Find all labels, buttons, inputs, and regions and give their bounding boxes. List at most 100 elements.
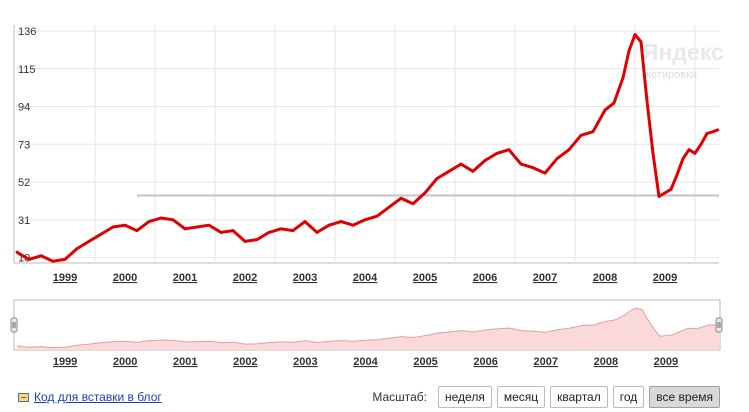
navigator-left-handle[interactable] — [10, 317, 18, 333]
data-point — [75, 247, 79, 251]
data-point — [279, 227, 283, 231]
data-point — [693, 151, 697, 155]
scale-label: Масштаб: — [372, 390, 427, 404]
scale-quarter-button[interactable]: квартал — [550, 386, 608, 408]
data-point — [387, 205, 391, 209]
data-point — [627, 49, 631, 53]
data-point — [669, 187, 673, 191]
navigator-x-tick-label: 1999 — [53, 356, 77, 368]
navigator-x-tick-label: 2003 — [293, 356, 317, 368]
navigator-x-tick-label: 2009 — [654, 356, 678, 368]
data-point — [303, 220, 307, 224]
data-point — [699, 142, 703, 146]
data-point — [645, 99, 649, 103]
data-point — [159, 216, 163, 220]
data-point — [711, 130, 715, 134]
y-tick-label: 115 — [18, 64, 36, 76]
data-point — [255, 238, 259, 242]
data-point — [231, 229, 235, 233]
footer-bar: Код для вставки в блог Масштаб: неделя м… — [0, 385, 749, 409]
navigator-x-tick-label: 2007 — [534, 356, 558, 368]
y-tick-label: 31 — [18, 215, 30, 227]
data-point — [591, 130, 595, 134]
y-tick-label: 136 — [18, 26, 36, 38]
navigator-x-tick-label: 2000 — [113, 356, 137, 368]
data-point — [243, 240, 247, 243]
data-point — [543, 171, 547, 175]
x-tick-label: 2000 — [113, 272, 137, 284]
data-point — [51, 259, 55, 263]
data-point — [27, 258, 31, 261]
x-tick-label: 2001 — [173, 272, 197, 284]
data-point — [716, 128, 720, 132]
navigator-area — [17, 308, 719, 350]
navigator-line — [16, 307, 719, 349]
data-point — [633, 33, 637, 36]
embed-code-label[interactable]: Код для вставки в блог — [34, 390, 162, 404]
embed-code-icon — [18, 392, 29, 402]
embed-code-link[interactable]: Код для вставки в блог — [18, 390, 162, 404]
data-point — [612, 101, 616, 105]
scale-month-button[interactable]: месяц — [496, 386, 546, 408]
x-tick-label: 2008 — [593, 272, 617, 284]
data-point — [495, 151, 499, 155]
data-point — [531, 166, 535, 170]
data-point — [351, 223, 355, 227]
data-point — [375, 214, 379, 218]
data-point — [435, 177, 439, 180]
x-tick-label: 2003 — [293, 272, 317, 284]
data-point — [423, 191, 427, 195]
data-point — [663, 191, 667, 195]
watermark-brand: Яндекс — [642, 39, 724, 65]
data-point — [315, 231, 319, 234]
data-point — [411, 202, 415, 206]
data-point — [519, 162, 523, 166]
series-points — [15, 33, 720, 263]
scale-selector: Масштаб: неделя месяц квартал год все вр… — [372, 386, 720, 408]
data-point — [447, 169, 451, 173]
navigator-x-tick-label: 2002 — [233, 356, 257, 368]
data-point — [291, 229, 295, 233]
watermark: Яндекс котировки — [642, 39, 724, 81]
data-point — [111, 225, 115, 229]
navigator-x-tick-label: 2001 — [173, 356, 197, 368]
data-point — [483, 159, 487, 162]
data-point — [639, 40, 643, 44]
data-point — [687, 148, 691, 152]
x-tick-label: 2006 — [473, 272, 497, 284]
data-point — [621, 76, 625, 80]
data-point — [219, 231, 223, 234]
data-point — [183, 227, 187, 231]
series-line — [16, 33, 719, 263]
data-point — [171, 218, 175, 222]
watermark-sub: котировки — [646, 69, 697, 81]
navigator-x-tick-label: 2008 — [594, 356, 618, 368]
x-tick-label: 2007 — [533, 272, 557, 284]
x-tick-label: 2004 — [353, 272, 378, 284]
data-point — [63, 258, 67, 261]
navigator-x-axis: 1999 2000 2001 2002 2003 2004 2005 2006 2007 2008… — [53, 356, 678, 368]
data-point — [657, 195, 661, 198]
scale-week-button[interactable]: неделя — [438, 386, 492, 408]
navigator-right-handle[interactable] — [715, 317, 723, 333]
navigator-chart[interactable]: 1999 2000 2001 2002 2003 2004 2005 2006 2007 2008… — [0, 295, 749, 375]
y-tick-label: 94 — [18, 102, 30, 114]
data-point — [567, 148, 571, 152]
data-point — [579, 133, 583, 137]
data-point — [15, 250, 19, 254]
data-point — [681, 157, 685, 161]
x-tick-label: 1999 — [53, 272, 77, 284]
data-point — [147, 220, 151, 224]
data-point — [651, 151, 655, 155]
data-point — [555, 157, 559, 161]
x-tick-label: 2009 — [653, 272, 677, 284]
data-point — [339, 220, 343, 224]
scale-all-time-button[interactable]: все время — [649, 386, 720, 408]
x-tick-label: 2002 — [233, 272, 257, 284]
data-point — [267, 231, 271, 234]
data-point — [99, 232, 103, 236]
scale-year-button[interactable]: год — [612, 386, 645, 408]
data-point — [675, 173, 679, 177]
